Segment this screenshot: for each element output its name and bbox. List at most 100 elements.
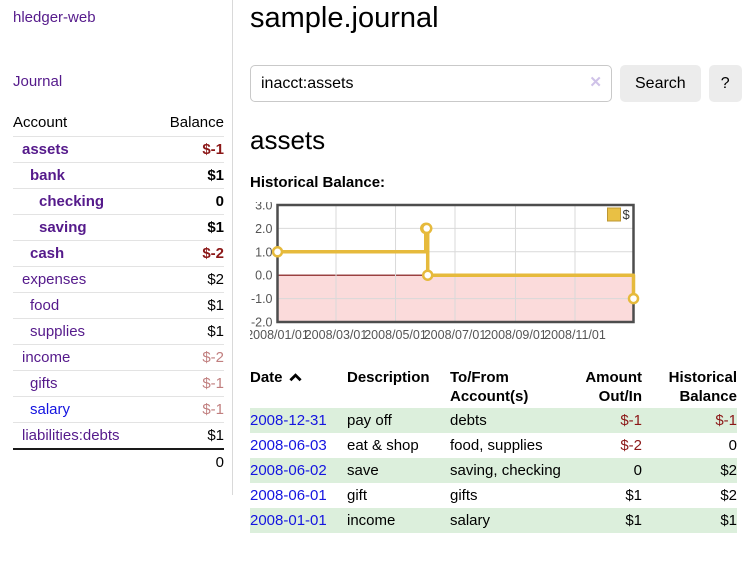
account-balance: $-1 [152,370,224,397]
transaction-accounts: food, supplies [450,437,543,455]
account-link-cash[interactable]: cash [30,245,65,262]
transaction-date-link[interactable]: 2008-01-01 [250,512,327,530]
accounts-total-row: 0 [13,448,224,475]
register-header-date[interactable]: Date [250,366,347,408]
account-heading: assets [250,125,326,156]
transaction-description: pay off [347,412,392,430]
search-button[interactable]: Search [620,65,701,103]
app-title-link[interactable]: hledger-web [13,9,96,26]
svg-text:2008/11/01: 2008/11/01 [544,328,606,342]
svg-text:2.0: 2.0 [255,222,272,236]
svg-text:2008/09/01: 2008/09/01 [484,328,547,342]
chart-title: Historical Balance: [250,174,386,192]
account-link-gifts[interactable]: gifts [30,375,58,392]
register-row: 2008-12-31 pay off debts $-1 $-1 [250,408,737,434]
chart-svg: $3.0 2.0 1.0 0.0 -1.0 -2.02008/01/012008/03/0… [246,199,640,342]
svg-text:1.0: 1.0 [255,246,272,260]
account-link-food[interactable]: food [30,297,60,314]
search-input[interactable] [250,65,612,103]
sort-ascending-icon [288,373,302,382]
account-link-bank[interactable]: bank [30,167,66,184]
transaction-amount: $-2 [620,437,642,455]
transaction-amount: 0 [633,462,642,480]
transaction-accounts: debts [450,412,487,430]
svg-text:2008/07/01: 2008/07/01 [424,328,487,342]
account-row: bank $1 [13,162,224,189]
account-row: liabilities:debts $1 [13,422,224,449]
account-link-checking[interactable]: checking [39,193,105,210]
transaction-amount: $1 [625,512,642,530]
search-form: ✕ Search ? [250,65,742,103]
sidebar-item-journal[interactable]: Journal [13,73,63,90]
svg-text:2008/01/01: 2008/01/01 [250,328,309,342]
register-header-row: Date Description To/From Account(s) Amou… [250,366,737,408]
register-header-balance: Historical Balance [668,369,737,406]
account-row: salary $-1 [13,396,224,423]
transaction-balance: 0 [728,437,737,455]
register-table: Date Description To/From Account(s) Amou… [250,366,737,534]
account-balance: $2 [152,266,224,293]
svg-text:0.0: 0.0 [255,269,272,283]
transaction-accounts: salary [450,512,491,530]
svg-text:-2.0: -2.0 [251,316,273,330]
account-balance: $-2 [152,240,224,267]
accounts-header-account: Account [13,114,68,131]
transaction-description: gift [347,487,368,505]
transaction-date-link[interactable]: 2008-06-02 [250,462,327,480]
account-link-expenses[interactable]: expenses [22,271,87,288]
svg-text:3.0: 3.0 [255,202,272,213]
transaction-accounts: saving, checking [450,462,561,480]
accounts-total-value: 0 [152,448,224,475]
historical-balance-chart: $3.0 2.0 1.0 0.0 -1.0 -2.0 2008/01/01 2008/03/0… [246,199,742,352]
register-row: 2008-01-01 income salary $1 $1 [250,508,737,534]
transaction-balance: $1 [720,512,737,530]
accounts-table: Account Balance assets $-1 bank $1 check… [13,110,224,475]
account-balance: 0 [152,188,224,215]
svg-text:2008/03/01: 2008/03/01 [305,328,368,342]
svg-text:2008/05/01: 2008/05/01 [364,328,427,342]
transaction-balance: $2 [720,487,737,505]
clear-search-icon[interactable]: ✕ [589,74,602,92]
account-row: saving $1 [13,214,224,241]
page: hledger-web Journal Account Balance asse… [13,0,742,534]
account-row: expenses $2 [13,266,224,293]
account-link-supplies[interactable]: supplies [30,323,86,340]
transaction-accounts: gifts [450,487,478,505]
help-button[interactable]: ? [708,65,742,103]
register-header-description: Description [347,369,430,387]
transaction-description: save [347,462,379,480]
accounts-total-spacer [13,448,153,475]
account-balance: $1 [152,214,224,241]
transaction-amount: $-1 [620,412,642,430]
account-row: food $1 [13,292,224,319]
transaction-date-link[interactable]: 2008-12-31 [250,412,327,430]
transaction-description: income [347,512,396,530]
account-link-income[interactable]: income [22,349,71,366]
account-balance: $-2 [152,344,224,371]
account-link-salary[interactable]: salary [30,401,71,418]
account-link-liabilities-debts[interactable]: liabilities:debts [22,427,120,444]
account-balance: $1 [152,318,224,345]
account-row: income $-2 [13,344,224,371]
transaction-amount: $1 [625,487,642,505]
account-balance: $-1 [152,396,224,423]
transaction-date-link[interactable]: 2008-06-03 [250,437,327,455]
account-balance: $1 [152,162,224,189]
svg-text:-1.0: -1.0 [251,292,273,306]
accounts-header-balance: Balance [169,114,224,131]
transaction-date-link[interactable]: 2008-06-01 [250,487,327,505]
register-row: 2008-06-01 gift gifts $1 $2 [250,483,737,508]
account-row: gifts $-1 [13,370,224,397]
account-row: supplies $1 [13,318,224,345]
register-row: 2008-06-03 eat & shop food, supplies $-2… [250,433,737,458]
account-link-assets[interactable]: assets [22,141,69,158]
account-link-saving[interactable]: saving [39,219,87,236]
main-content: sample.journal ✕ Search ? assets Histori… [233,0,742,534]
page-title: sample.journal [250,2,439,34]
date-header-label: Date [250,369,283,387]
register-header-tofrom: To/From Account(s) [450,369,529,406]
account-balance: $-1 [152,136,224,163]
transaction-balance: $-1 [715,412,737,430]
account-row: checking 0 [13,188,224,215]
account-row: cash $-2 [13,240,224,267]
